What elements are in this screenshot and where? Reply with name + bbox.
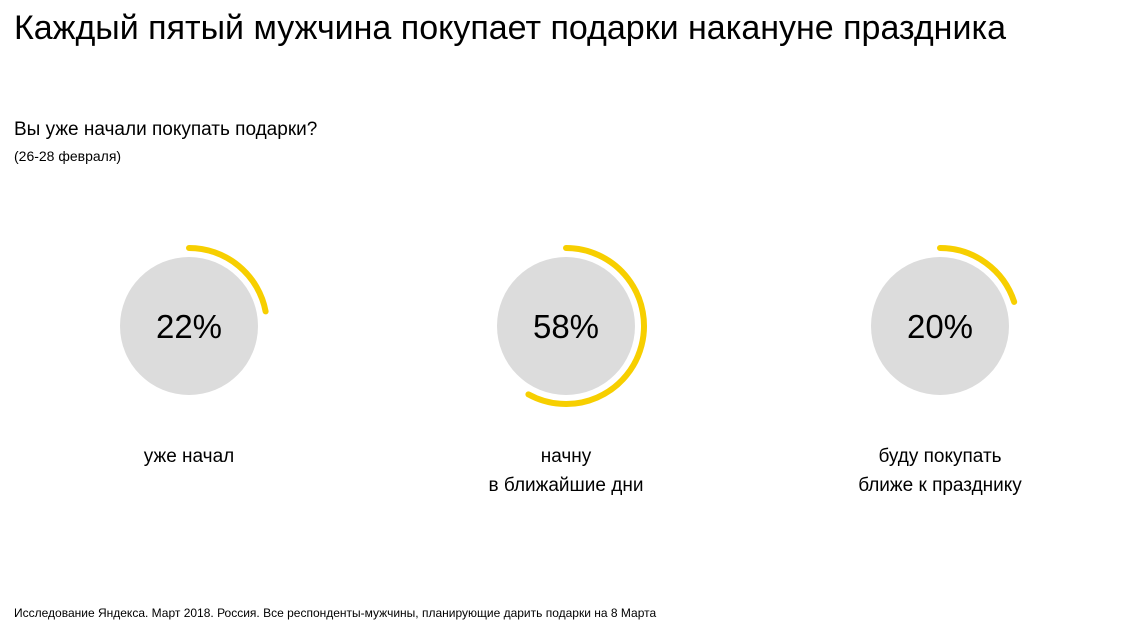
value-label-already-started: 22% [156, 308, 222, 345]
progress-arc-already-started [186, 245, 269, 315]
circle-buy-later [871, 257, 1009, 395]
circle-already-started [120, 257, 258, 395]
question-subtitle: Вы уже начали покупать подарки? [14, 119, 318, 140]
date-range-note: (26-28 февраля) [14, 148, 122, 164]
category-label-start-soon: начну в ближайшие дни [488, 446, 644, 496]
page-title: Каждый пятый мужчина покупает подарки на… [14, 9, 1006, 47]
circle-start-soon [497, 257, 635, 395]
progress-arc-buy-later [937, 245, 1018, 305]
value-label-buy-later: 20% [907, 308, 973, 345]
value-label-start-soon: 58% [533, 308, 599, 345]
progress-arc-start-soon [525, 245, 647, 407]
category-label-buy-later: буду покупать ближе к празднику [858, 446, 1022, 496]
category-label-already-started: уже начал [143, 446, 235, 467]
source-footnote: Исследование Яндекса. Март 2018. Россия.… [14, 606, 657, 620]
